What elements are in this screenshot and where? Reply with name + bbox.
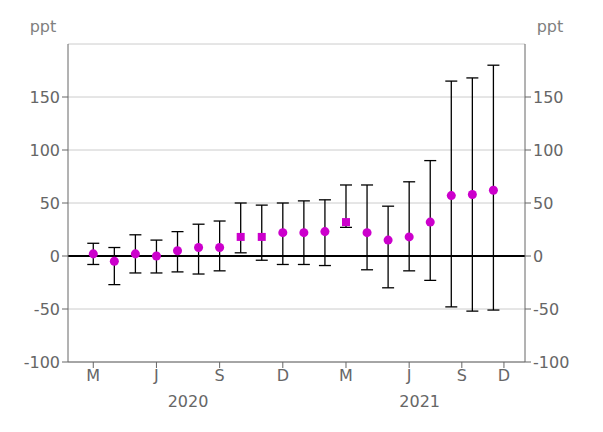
svg-text:-50: -50: [34, 300, 60, 319]
svg-text:2021: 2021: [399, 392, 440, 411]
svg-text:S: S: [215, 366, 225, 385]
svg-text:100: 100: [29, 141, 60, 160]
svg-text:J: J: [406, 366, 412, 385]
svg-text:50: 50: [533, 194, 553, 213]
svg-text:150: 150: [533, 88, 564, 107]
svg-text:ppt: ppt: [537, 17, 564, 36]
svg-text:-100: -100: [533, 353, 569, 372]
svg-text:100: 100: [533, 141, 564, 160]
svg-text:-50: -50: [533, 300, 559, 319]
svg-text:50: 50: [40, 194, 60, 213]
svg-text:M: M: [339, 366, 353, 385]
svg-text:ppt: ppt: [30, 17, 57, 36]
svg-text:D: D: [498, 366, 510, 385]
svg-text:-100: -100: [24, 353, 60, 372]
svg-text:150: 150: [29, 88, 60, 107]
svg-text:S: S: [457, 366, 467, 385]
svg-text:0: 0: [533, 247, 543, 266]
svg-text:D: D: [277, 366, 289, 385]
svg-text:2020: 2020: [168, 392, 209, 411]
svg-text:M: M: [86, 366, 100, 385]
svg-text:J: J: [153, 366, 159, 385]
svg-text:0: 0: [50, 247, 60, 266]
